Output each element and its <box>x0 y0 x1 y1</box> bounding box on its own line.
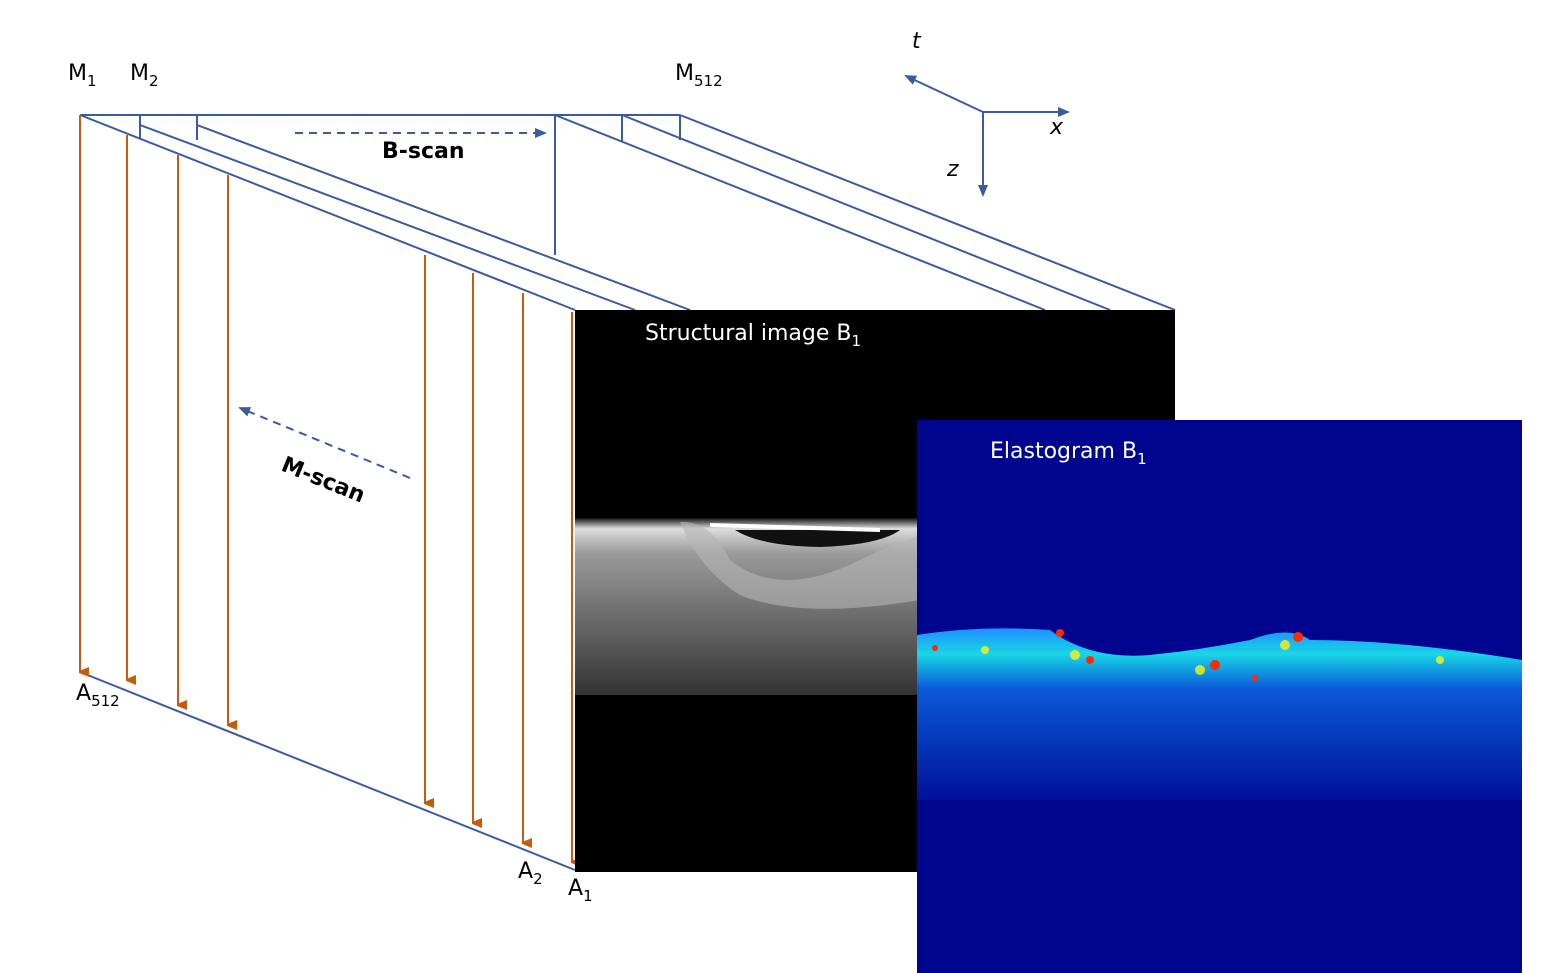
label-part: Elastogram B <box>990 439 1137 464</box>
a-label: A1 <box>568 876 593 905</box>
elastogram-image: Elastogram B1 <box>917 420 1522 973</box>
label-part: A <box>76 681 91 706</box>
label-part: M <box>68 61 87 86</box>
m-scan-label: M-scan <box>278 452 369 508</box>
label-part: 2 <box>149 72 159 90</box>
label-part: A <box>518 859 533 884</box>
label-part: 1 <box>1137 450 1147 468</box>
label-part: 1 <box>87 72 97 90</box>
axes-glyph: t x z <box>906 29 1068 195</box>
label-part: M <box>130 61 149 86</box>
m-label: M512 <box>675 61 723 90</box>
m-label: M1 <box>68 61 97 90</box>
structural-title: Structural image B1 <box>645 321 861 350</box>
a-label: A2 <box>518 859 543 888</box>
axis-t: t <box>912 29 922 54</box>
label-part: Structural image B <box>645 321 852 346</box>
elastogram-title: Elastogram B1 <box>990 439 1147 468</box>
label-part: 2 <box>533 870 543 888</box>
label-part: A <box>568 876 583 901</box>
diagram: B-scan M-scan t x z M1 M2 M512 A512 A2 A… <box>0 0 1560 973</box>
label-part: 1 <box>583 887 593 905</box>
label-part: 1 <box>852 332 862 350</box>
axis-z: z <box>946 157 959 182</box>
axis-x: x <box>1049 115 1064 140</box>
b-scan-label: B-scan <box>382 139 465 164</box>
label-part: 512 <box>694 72 723 90</box>
label-part: M <box>675 61 694 86</box>
m-label: M2 <box>130 61 159 90</box>
label-part: 512 <box>91 692 120 710</box>
